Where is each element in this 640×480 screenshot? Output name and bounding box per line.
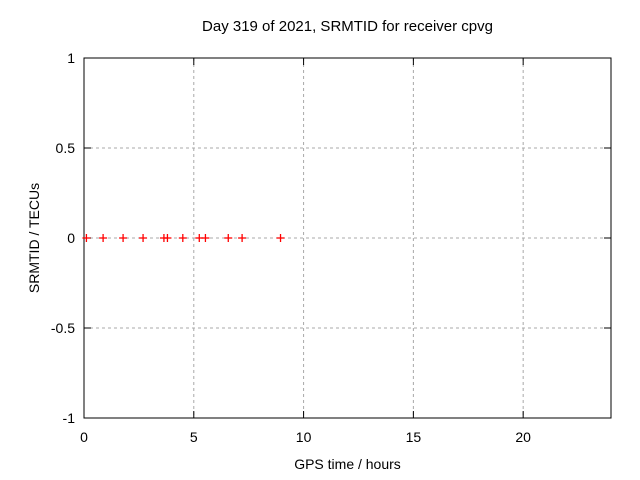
x-tick-label: 5 [190,429,198,445]
data-point-marker [178,234,187,242]
data-point-marker [201,234,210,242]
x-tick-label: 20 [515,429,531,445]
data-point-marker [224,234,233,242]
x-tick-label: 10 [296,429,312,445]
data-point-marker [139,234,148,242]
data-point-marker [99,234,108,242]
data-point-marker [276,234,285,242]
x-tick-label: 15 [406,429,422,445]
x-axis-label: GPS time / hours [294,456,401,472]
y-tick-label: -0.5 [51,320,75,336]
chart-title: Day 319 of 2021, SRMTID for receiver cpv… [202,18,493,35]
y-tick-label: 0.5 [56,140,76,156]
y-tick-label: -1 [63,410,76,426]
data-point-marker [119,234,128,242]
x-tick-label: 0 [80,429,88,445]
y-tick-label: 0 [67,230,75,246]
data-point-marker [82,234,91,242]
data-point-marker [238,234,247,242]
y-tick-label: 1 [67,50,75,66]
data-point-marker [163,234,172,242]
